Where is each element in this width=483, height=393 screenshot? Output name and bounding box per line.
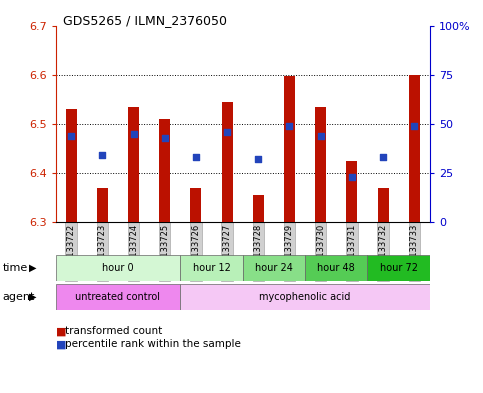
- Point: [348, 174, 356, 180]
- Point: [129, 130, 137, 137]
- Point: [255, 156, 262, 162]
- Bar: [66, 109, 77, 222]
- Point: [161, 134, 169, 141]
- Bar: [368, 255, 430, 281]
- Bar: [378, 187, 388, 222]
- Bar: [315, 107, 326, 222]
- Point: [223, 129, 231, 135]
- Point: [67, 132, 75, 139]
- Text: ■: ■: [56, 339, 66, 349]
- Text: GDS5265 / ILMN_2376050: GDS5265 / ILMN_2376050: [63, 14, 227, 27]
- Bar: [253, 195, 264, 222]
- Bar: [346, 161, 357, 222]
- Bar: [409, 75, 420, 222]
- Text: hour 0: hour 0: [102, 263, 134, 273]
- Text: ▶: ▶: [29, 292, 37, 302]
- Text: ▶: ▶: [29, 263, 37, 273]
- Bar: [97, 187, 108, 222]
- Point: [317, 132, 325, 139]
- Text: untreated control: untreated control: [75, 292, 160, 302]
- Text: transformed count: transformed count: [65, 326, 162, 336]
- Bar: [242, 255, 305, 281]
- Bar: [222, 102, 233, 222]
- Bar: [305, 255, 368, 281]
- Bar: [128, 107, 139, 222]
- Bar: [159, 119, 170, 222]
- Bar: [56, 255, 180, 281]
- Text: time: time: [2, 263, 28, 273]
- Text: percentile rank within the sample: percentile rank within the sample: [65, 339, 241, 349]
- Point: [285, 123, 293, 129]
- Bar: [180, 284, 430, 310]
- Point: [379, 154, 387, 160]
- Text: hour 24: hour 24: [255, 263, 293, 273]
- Bar: [284, 76, 295, 222]
- Bar: [180, 255, 242, 281]
- Point: [99, 152, 106, 158]
- Point: [411, 123, 418, 129]
- Bar: [56, 284, 180, 310]
- Text: hour 48: hour 48: [317, 263, 355, 273]
- Text: hour 12: hour 12: [193, 263, 230, 273]
- Bar: [190, 187, 201, 222]
- Text: mycophenolic acid: mycophenolic acid: [259, 292, 351, 302]
- Text: hour 72: hour 72: [380, 263, 418, 273]
- Text: agent: agent: [2, 292, 35, 302]
- Text: ■: ■: [56, 326, 66, 336]
- Point: [192, 154, 200, 160]
